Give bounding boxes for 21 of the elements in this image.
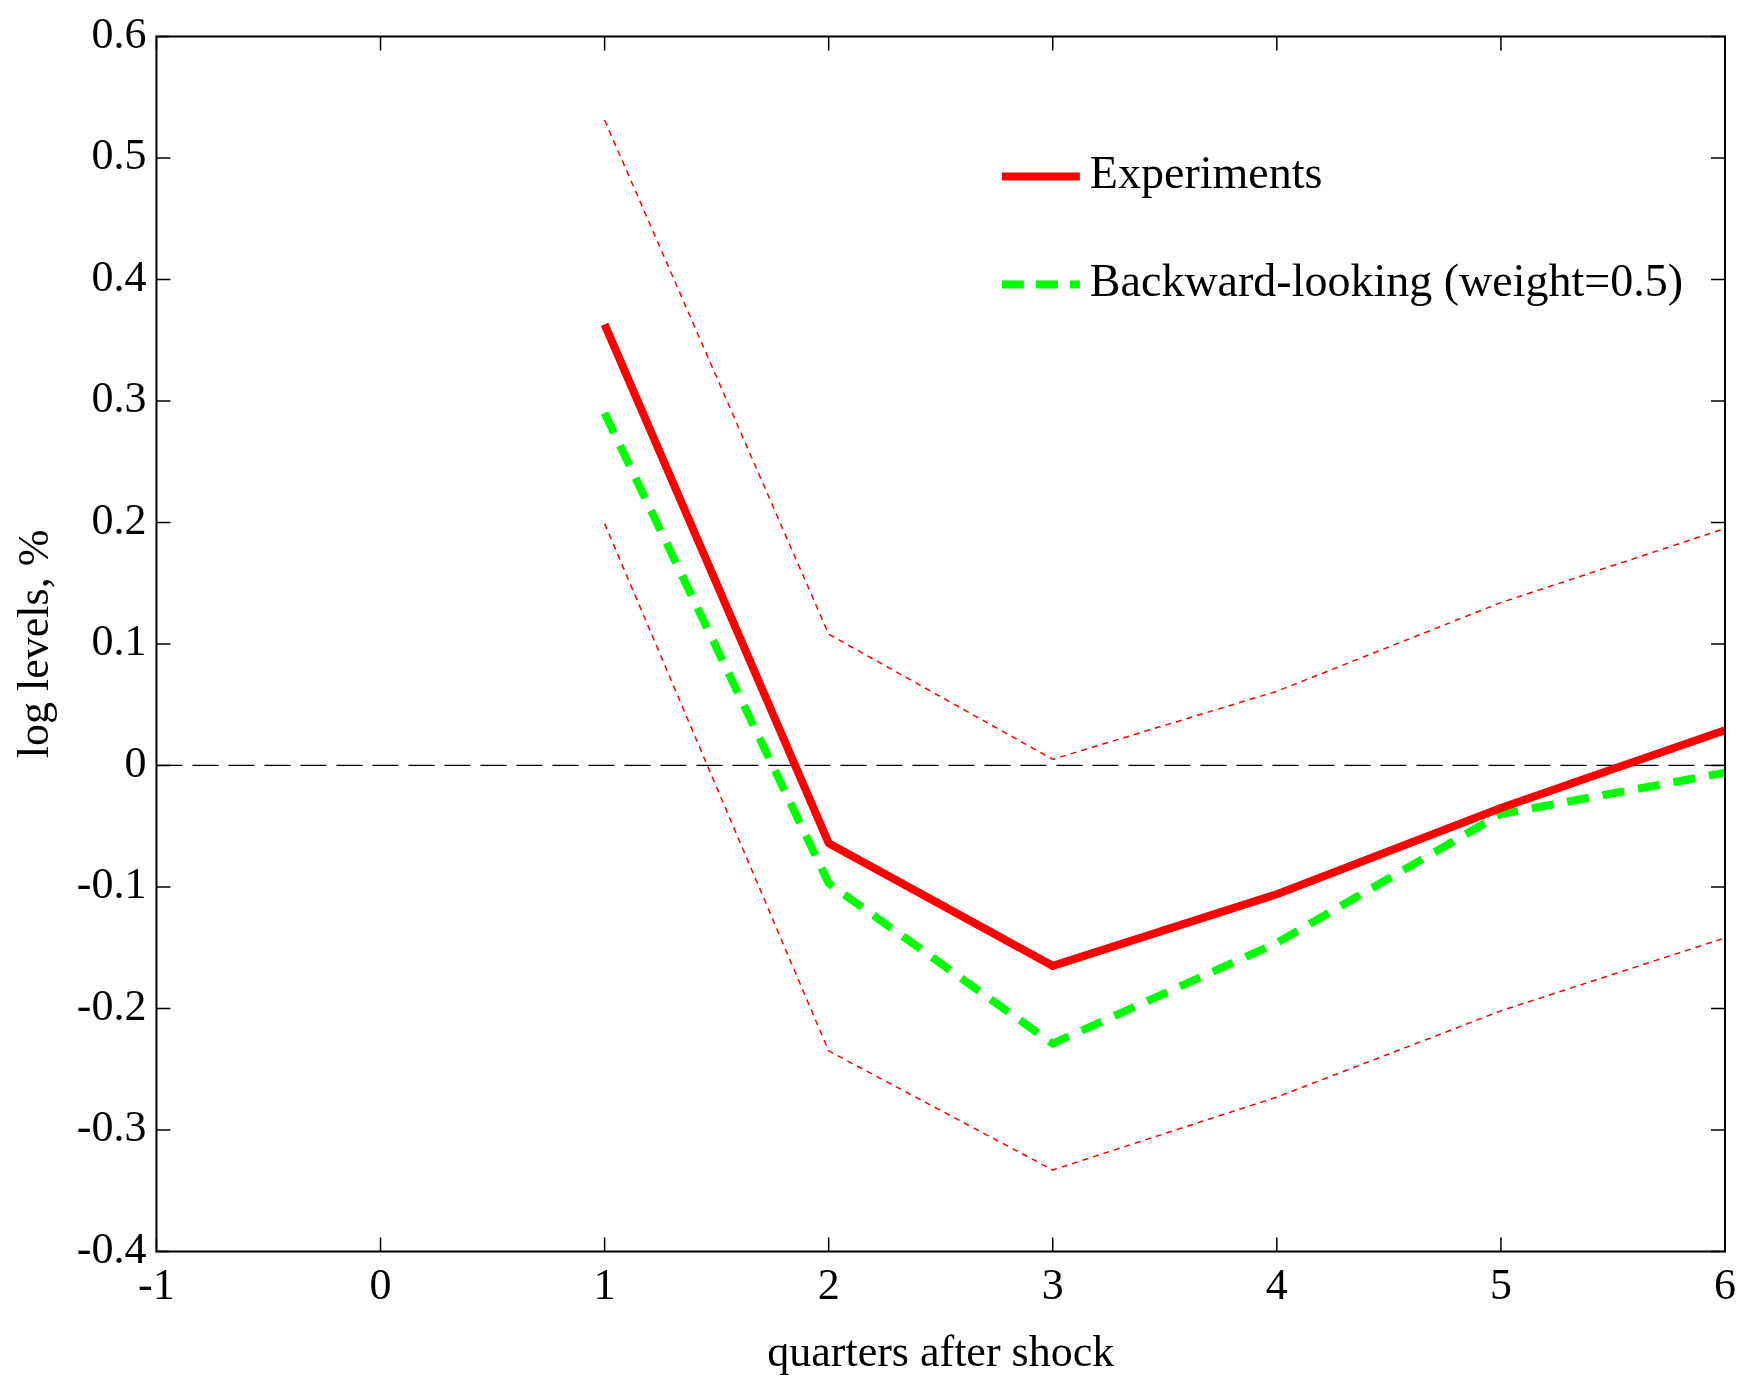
y-tick-label: 0.4 <box>91 251 147 301</box>
y-tick-label: -0.2 <box>76 980 147 1030</box>
y-tick-label: 0.1 <box>91 616 147 666</box>
x-axis-title: quarters after shock <box>767 1327 1115 1377</box>
x-tick-label: 6 <box>1714 1260 1736 1310</box>
y-axis-title: log levels, % <box>8 529 58 759</box>
y-tick-label: 0.2 <box>91 494 147 544</box>
x-tick-label: 4 <box>1265 1260 1288 1310</box>
y-tick-label: 0.3 <box>91 373 147 423</box>
x-tick-label: 3 <box>1041 1260 1064 1310</box>
x-tick-label: 0 <box>369 1260 392 1310</box>
y-tick-label: -0.3 <box>76 1102 147 1152</box>
x-tick-label: 5 <box>1489 1260 1512 1310</box>
y-tick-label: 0.5 <box>91 130 147 180</box>
legend-label: Backward-looking (weight=0.5) <box>1089 255 1684 307</box>
legend-label: Experiments <box>1089 147 1323 199</box>
y-tick-label: -0.1 <box>76 859 147 909</box>
y-tick-label: 0 <box>124 737 147 787</box>
y-tick-label: 0.6 <box>91 8 147 58</box>
x-tick-label: 2 <box>817 1260 840 1310</box>
x-tick-label: 1 <box>593 1260 616 1310</box>
